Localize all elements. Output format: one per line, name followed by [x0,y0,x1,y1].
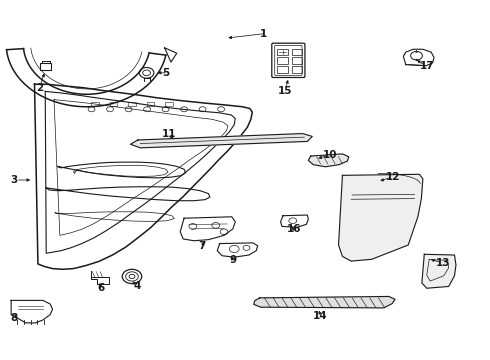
Text: 1: 1 [260,28,267,39]
Text: 8: 8 [10,312,18,323]
Bar [91,103,99,106]
Bar [165,103,173,106]
Text: 6: 6 [98,283,105,293]
Text: 12: 12 [385,172,400,182]
Text: 13: 13 [436,258,450,268]
Text: 4: 4 [133,281,141,291]
Polygon shape [254,296,395,308]
Bar [277,49,288,55]
Text: 3: 3 [10,175,18,185]
Text: 10: 10 [323,150,338,160]
Bar [292,66,302,73]
Polygon shape [130,134,312,148]
Bar [277,66,288,73]
Bar [128,103,136,106]
Text: 9: 9 [230,255,237,265]
Polygon shape [339,174,423,261]
Text: 17: 17 [419,61,434,71]
Text: 16: 16 [287,224,301,234]
Bar [292,49,302,55]
Text: 5: 5 [162,68,170,78]
Text: 15: 15 [278,86,292,96]
Text: 2: 2 [36,83,43,93]
Text: 14: 14 [313,311,328,321]
Polygon shape [422,254,456,288]
Bar [110,103,117,106]
Polygon shape [308,154,349,167]
Bar [277,58,288,64]
Text: 7: 7 [198,241,206,251]
Bar [292,58,302,64]
Bar [147,103,154,106]
Text: 11: 11 [162,129,177,139]
Bar [40,63,51,70]
